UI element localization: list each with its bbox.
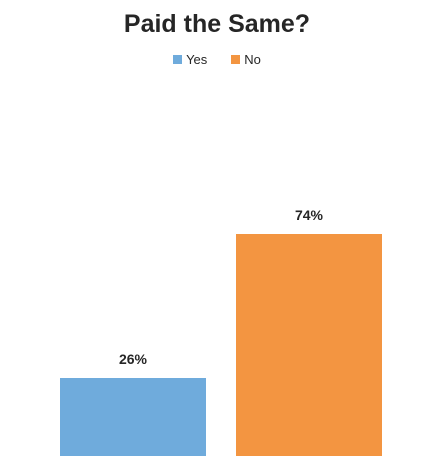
legend-label-yes: Yes xyxy=(186,52,208,67)
legend-swatch-no xyxy=(231,55,241,64)
chart-title: Paid the Same? xyxy=(123,10,311,38)
bar-yes xyxy=(60,378,206,456)
legend-label-no: No xyxy=(244,52,261,67)
legend-entry-no: No xyxy=(231,52,261,67)
data-label-no: 74% xyxy=(295,207,324,223)
bar-no xyxy=(236,234,382,456)
legend: Yes No xyxy=(0,52,434,67)
legend-swatch-yes xyxy=(173,55,183,64)
data-label-yes: 26% xyxy=(119,351,148,367)
legend-entry-yes: Yes xyxy=(173,52,207,67)
